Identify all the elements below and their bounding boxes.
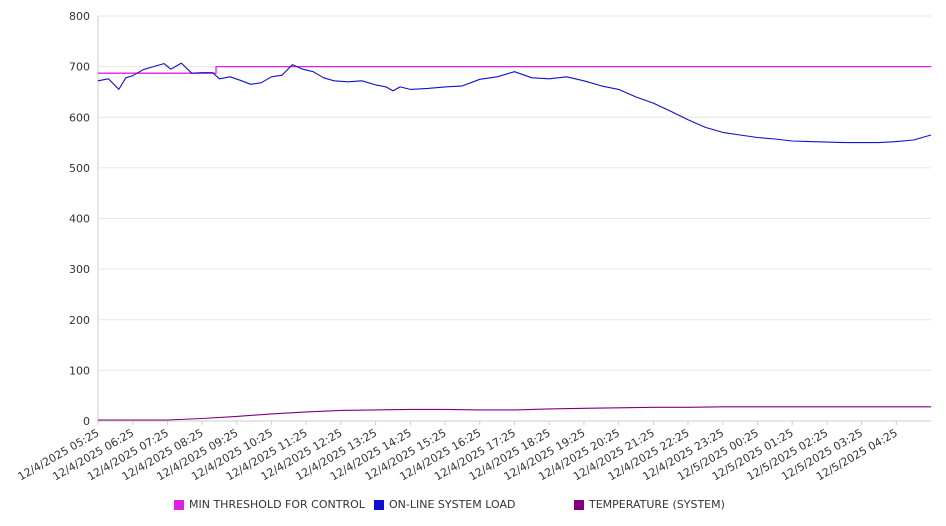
y-tick-label: 0 <box>83 415 90 428</box>
legend-item-temperature[interactable]: TEMPERATURE (SYSTEM) <box>574 498 725 511</box>
legend-item-min-threshold[interactable]: MIN THRESHOLD FOR CONTROL <box>174 498 365 511</box>
series-lines <box>97 62 932 421</box>
series-line-temperature <box>98 406 931 421</box>
legend-label-system-load: ON-LINE SYSTEM LOAD <box>389 498 516 511</box>
grid-lines <box>98 15 931 371</box>
y-tick-label: 200 <box>69 314 90 327</box>
y-tick-label: 100 <box>69 364 90 377</box>
series-line-min-threshold <box>98 65 931 74</box>
y-tick-label: 600 <box>69 111 90 124</box>
legend-swatch-system-load <box>374 499 384 510</box>
y-tick-label: 800 <box>69 10 90 23</box>
legend-swatch-min-threshold <box>174 499 184 510</box>
y-tick-label: 700 <box>69 61 90 74</box>
y-axis-ticks: 0 100 200 300 400 500 600 700 800 <box>69 10 90 428</box>
y-tick-label: 300 <box>69 263 90 276</box>
legend-label-temperature: TEMPERATURE (SYSTEM) <box>589 498 725 511</box>
y-tick-label: 500 <box>69 162 90 175</box>
legend: MIN THRESHOLD FOR CONTROL ON-LINE SYSTEM… <box>0 498 946 514</box>
y-tick-label: 400 <box>69 213 90 226</box>
legend-item-system-load[interactable]: ON-LINE SYSTEM LOAD <box>374 498 515 511</box>
legend-label-min-threshold: MIN THRESHOLD FOR CONTROL <box>189 498 365 511</box>
series-line-system-load <box>97 62 932 144</box>
legend-swatch-temperature <box>574 499 584 510</box>
